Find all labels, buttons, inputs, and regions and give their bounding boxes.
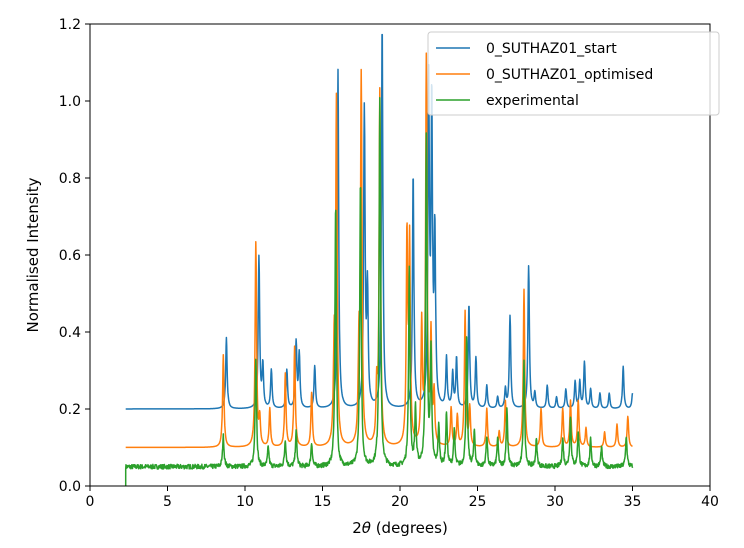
x-tick-label: 20	[391, 494, 409, 510]
y-tick-label: 1.0	[59, 94, 81, 110]
x-tick-label: 35	[624, 494, 642, 510]
series-lines	[124, 33, 634, 486]
y-tick-label: 0.0	[59, 479, 81, 495]
x-tick-label: 10	[236, 494, 254, 510]
x-tick-label: 30	[546, 494, 564, 510]
x-axis-label: 2θ (degrees)	[352, 519, 448, 537]
x-tick-label: 0	[86, 494, 95, 510]
y-tick-label: 0.8	[59, 171, 81, 187]
y-axis: 0.0 0.2 0.4 0.6 0.8 1.0 1.2	[59, 17, 90, 495]
x-tick-label: 15	[314, 494, 332, 510]
y-axis-label: Normalised Intensity	[24, 177, 42, 332]
legend-label: 0_SUTHAZ01_optimised	[486, 67, 653, 83]
legend-item: 0_SUTHAZ01_optimised	[436, 67, 653, 83]
x-axis: 0 5 10 15 20 25 30 35 40	[86, 486, 719, 510]
legend-label: 0_SUTHAZ01_start	[486, 41, 617, 57]
y-tick-label: 0.4	[59, 325, 81, 341]
legend-item: experimental	[436, 93, 579, 109]
y-tick-label: 0.2	[59, 402, 81, 418]
y-tick-label: 0.6	[59, 248, 81, 264]
legend-box	[427, 31, 720, 116]
legend-item: 0_SUTHAZ01_start	[436, 41, 617, 57]
series-line-2	[124, 97, 634, 486]
x-tick-label: 25	[469, 494, 487, 510]
x-tick-label: 40	[701, 494, 719, 510]
legend-label: experimental	[486, 93, 579, 109]
x-tick-label: 5	[163, 494, 172, 510]
y-tick-label: 1.2	[59, 17, 81, 33]
legend: 0_SUTHAZ01_start 0_SUTHAZ01_optimisedexpe…	[427, 31, 720, 116]
